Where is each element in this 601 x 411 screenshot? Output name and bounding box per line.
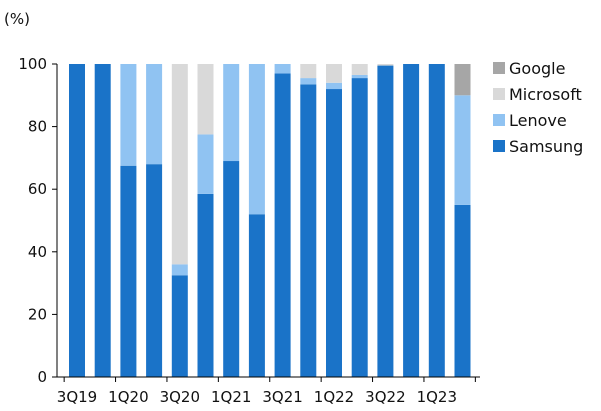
- x-tick-label-1q21: 1Q21: [211, 388, 251, 406]
- bar-microsoft-4q21: [300, 64, 317, 79]
- legend-swatch-microsoft: [493, 88, 505, 100]
- bar-lenove-1q21: [223, 64, 240, 162]
- bar-lenove-4q21: [300, 78, 317, 85]
- bar-samsung-4q22: [403, 64, 420, 377]
- bar-lenove-1q20: [120, 64, 137, 166]
- bar-samsung-3q22: [377, 65, 394, 377]
- bar-samsung-4q21: [300, 84, 317, 377]
- bar-google-2q23: [454, 64, 471, 96]
- bar-samsung-3q19: [69, 64, 85, 377]
- x-tick-label-1q22: 1Q22: [314, 388, 354, 406]
- legend-label-samsung: Samsung: [509, 137, 583, 156]
- legend: Google Microsoft Lenove Samsung: [493, 59, 583, 156]
- x-tick-label-1q20: 1Q20: [108, 388, 148, 406]
- legend-swatch-lenove: [493, 114, 505, 126]
- bar-samsung-1q22: [326, 89, 342, 377]
- bar-lenove-4q20: [197, 134, 214, 194]
- legend-swatch-samsung: [493, 140, 505, 152]
- bar-samsung-1q21: [223, 161, 240, 377]
- bar-samsung-1q23: [428, 64, 445, 377]
- bar-samsung-3q21: [274, 73, 291, 377]
- y-tick-label-100: 100: [18, 55, 47, 73]
- y-axis-unit-label: (%): [4, 10, 30, 28]
- bar-microsoft-1q22: [326, 64, 342, 83]
- bar-microsoft-2q22: [351, 64, 368, 75]
- bar-samsung-4q19: [94, 64, 111, 377]
- y-tick-label-40: 40: [28, 243, 47, 261]
- bar-lenove-3q20: [171, 264, 188, 276]
- legend-label-google: Google: [509, 59, 565, 78]
- y-tick-label-0: 0: [37, 368, 47, 386]
- x-tick-label-3q21: 3Q21: [262, 388, 302, 406]
- bar-samsung-2q20: [146, 164, 163, 377]
- bar-samsung-4q20: [197, 193, 214, 377]
- bar-lenove-2q23: [454, 95, 471, 205]
- legend-label-lenove: Lenove: [509, 111, 567, 130]
- bar-samsung-2q22: [351, 78, 368, 377]
- y-tick-label-80: 80: [28, 118, 47, 136]
- bar-samsung-3q20: [171, 275, 188, 377]
- bar-samsung-2q21: [248, 214, 265, 377]
- y-tick-label-60: 60: [28, 180, 47, 198]
- bar-samsung-1q20: [120, 165, 137, 377]
- y-tick-label-20: 20: [28, 305, 47, 323]
- x-tick-label-3q19: 3Q19: [57, 388, 97, 406]
- bar-lenove-3q21: [274, 64, 291, 74]
- bar-lenove-2q20: [146, 64, 163, 165]
- bars-layer: [69, 64, 471, 377]
- y-axis-label-layer: (%): [4, 10, 30, 28]
- x-tick-label-3q22: 3Q22: [365, 388, 405, 406]
- bar-microsoft-4q20: [197, 64, 214, 135]
- legend-swatch-google: [493, 62, 505, 74]
- axes-layer: 0 20 40 60 80 100 3Q19 1Q20 3Q20 1Q21 3Q21 1Q22 3Q22…: [18, 55, 480, 406]
- x-tick-label-3q20: 3Q20: [160, 388, 200, 406]
- bar-samsung-2q23: [454, 204, 471, 377]
- x-tick-label-1q23: 1Q23: [417, 388, 457, 406]
- bar-microsoft-3q22: [377, 64, 394, 66]
- bar-lenove-1q22: [326, 82, 342, 90]
- bar-lenove-2q22: [351, 74, 368, 79]
- bar-lenove-2q21: [248, 64, 265, 215]
- legend-label-microsoft: Microsoft: [509, 85, 582, 104]
- bar-microsoft-3q20: [171, 64, 188, 265]
